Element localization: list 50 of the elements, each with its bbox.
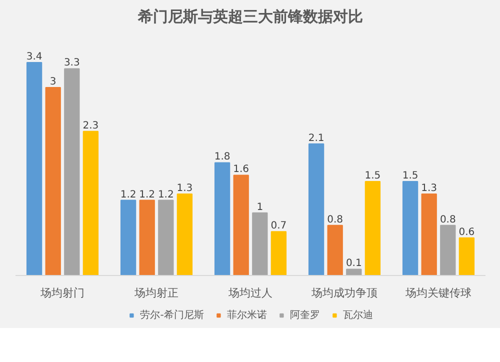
bar	[26, 62, 42, 276]
x-tick-label: 场均过人	[228, 286, 272, 300]
bar	[82, 130, 99, 276]
chart-title: 希门尼斯与英超三大前锋数据对比	[137, 8, 363, 26]
data-label: 0.6	[458, 226, 475, 238]
data-label: 0.8	[327, 214, 344, 226]
x-tick-label: 场均关键传球	[404, 286, 472, 300]
data-label: 0.7	[270, 220, 287, 232]
bar	[440, 224, 456, 276]
data-label: 1.3	[421, 183, 438, 194]
data-label: 1.3	[176, 183, 193, 194]
bar	[158, 200, 174, 276]
x-tick-label: 场均射正	[134, 286, 178, 300]
bar	[270, 231, 287, 276]
bar	[139, 200, 155, 276]
data-label: 3	[50, 76, 56, 88]
bar	[252, 212, 268, 276]
data-label: 1.2	[158, 189, 174, 200]
legend-label: 瓦尔迪	[342, 308, 373, 322]
legend-label: 菲尔米诺	[226, 308, 267, 322]
bar	[45, 87, 61, 276]
bar	[233, 174, 249, 276]
bar	[458, 237, 475, 276]
bar	[402, 181, 418, 276]
data-label: 1.2	[120, 189, 136, 200]
bar	[214, 162, 230, 276]
data-label: 2.3	[82, 120, 99, 132]
bar	[308, 143, 324, 276]
bar	[176, 194, 193, 276]
data-label: 1.8	[214, 152, 230, 163]
legend-label: 劳尔-希门尼斯	[140, 308, 204, 322]
data-label: 1.6	[233, 164, 250, 176]
bar	[327, 224, 343, 276]
bar	[120, 200, 136, 276]
bar	[364, 181, 381, 276]
x-tick-label: 场均成功争顶	[310, 286, 378, 300]
data-label: 1.5	[364, 170, 381, 182]
bar	[64, 68, 80, 276]
bar	[346, 268, 362, 276]
data-label: 3.3	[64, 58, 80, 69]
data-label: 1	[256, 202, 264, 213]
data-label: 1.5	[402, 170, 418, 182]
legend-label: 阿奎罗	[290, 309, 320, 322]
data-label: 0.1	[346, 258, 362, 270]
data-label: 0.8	[440, 214, 456, 226]
x-tick-label: 场均射门	[40, 286, 84, 300]
data-label: 3.4	[26, 51, 42, 62]
data-label: 2.1	[308, 132, 324, 144]
bar	[421, 194, 437, 276]
data-label: 1.2	[139, 189, 156, 200]
